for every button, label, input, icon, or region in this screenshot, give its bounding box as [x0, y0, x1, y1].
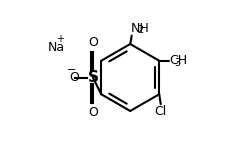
- Text: O: O: [69, 71, 79, 84]
- Text: Cl: Cl: [154, 105, 166, 118]
- Text: NH: NH: [130, 22, 149, 35]
- Text: +: +: [56, 34, 64, 44]
- Text: O: O: [88, 36, 98, 49]
- Text: CH: CH: [169, 54, 187, 67]
- Text: S: S: [87, 70, 98, 85]
- Text: Na: Na: [48, 41, 65, 54]
- Text: 3: 3: [173, 58, 179, 68]
- Text: 2: 2: [136, 25, 142, 35]
- Text: −: −: [67, 65, 76, 75]
- Text: O: O: [88, 106, 98, 119]
